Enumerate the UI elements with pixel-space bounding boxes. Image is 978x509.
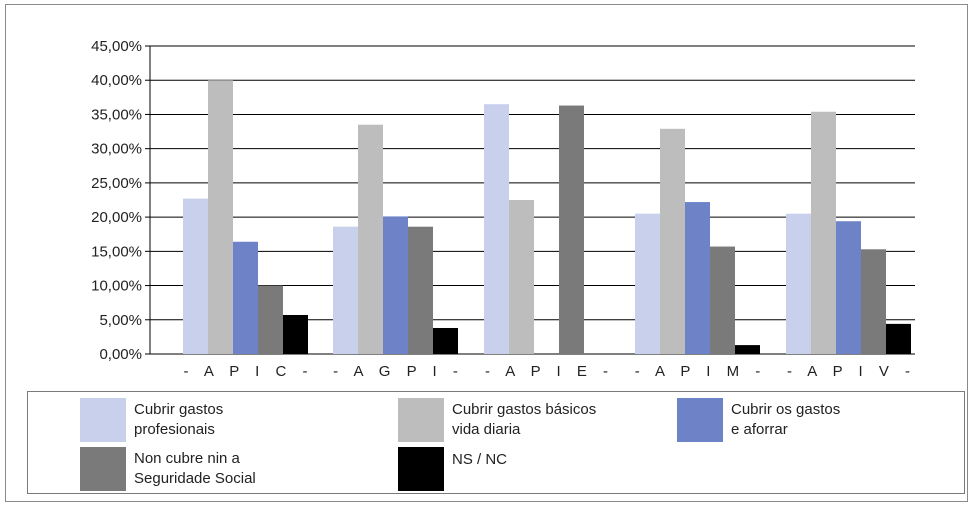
- y-tick-label: 35,00%: [91, 106, 142, 123]
- y-tick-label: 45,00%: [91, 38, 142, 55]
- legend-swatch: [398, 447, 444, 491]
- y-axis-ticks: 0,00% 5,00% 10,00% 15,00% 20,00% 25,00% 30,00%…: [91, 38, 142, 363]
- bar: [886, 323, 911, 354]
- x-category-label: - A P I C -: [184, 363, 314, 380]
- legend-label: Cubrir gastos profesionais: [134, 400, 334, 440]
- legend-label: Non cubre nin a Seguridade Social: [134, 449, 334, 489]
- y-tick-label: 0,00%: [99, 346, 142, 363]
- y-tick-label: 20,00%: [91, 209, 142, 226]
- bar: [635, 213, 660, 354]
- x-category-label: - A G P I -: [333, 363, 464, 380]
- y-tick-label: 25,00%: [91, 175, 142, 192]
- bar: [358, 124, 383, 354]
- legend-label: NS / NC: [452, 450, 652, 470]
- bar: [811, 111, 836, 354]
- legend-label-line2: e aforrar: [731, 421, 788, 438]
- bar: [208, 80, 233, 354]
- bar: [408, 226, 433, 354]
- bar: [685, 202, 710, 354]
- legend-label-line2: profesionais: [134, 421, 215, 438]
- legend-label: Cubrir os gastos e aforrar: [731, 400, 931, 440]
- y-tick-label: 30,00%: [91, 141, 142, 158]
- x-category-label: - A P I M -: [635, 363, 767, 380]
- bar: [735, 345, 760, 354]
- legend-item-nsnc: NS / NC: [398, 447, 652, 491]
- legend: Cubrir gastos profesionais Cubrir gastos…: [27, 391, 965, 494]
- legend-label-line1: Non cubre nin a: [134, 450, 240, 467]
- legend-label-line2: Seguridade Social: [134, 470, 256, 487]
- legend-item-aforrar: Cubrir os gastos e aforrar: [677, 398, 931, 442]
- bar: [258, 285, 283, 354]
- legend-label-line1: Cubrir gastos básicos: [452, 401, 597, 418]
- legend-swatch: [80, 447, 126, 491]
- legend-item-basicos: Cubrir gastos básicos vida diaria: [398, 398, 652, 442]
- bar: [786, 213, 811, 354]
- bar: [183, 198, 208, 354]
- legend-swatch: [677, 398, 723, 442]
- legend-item-seguridade: Non cubre nin a Seguridade Social: [80, 447, 334, 491]
- bar: [383, 216, 408, 354]
- bar: [836, 221, 861, 354]
- bar: [484, 104, 509, 354]
- x-category-label: - A P I E -: [485, 363, 614, 380]
- bar-chart: 0,00% 5,00% 10,00% 15,00% 20,00% 25,00% 30,00%…: [91, 38, 916, 380]
- bar: [710, 246, 735, 354]
- bar: [433, 327, 458, 354]
- legend-label-line2: vida diaria: [452, 421, 521, 438]
- bars: [183, 80, 911, 355]
- x-axis-categories: - A P I C -- A G P I -- A P I E -- A P I…: [184, 363, 916, 380]
- x-category-label: - A P I V -: [787, 363, 916, 380]
- bar: [559, 105, 584, 355]
- legend-item-profesionais: Cubrir gastos profesionais: [80, 398, 334, 442]
- bar: [333, 226, 358, 354]
- y-tick-label: 15,00%: [91, 243, 142, 260]
- bar: [283, 314, 308, 354]
- legend-label-line1: NS / NC: [452, 451, 508, 468]
- y-tick-label: 40,00%: [91, 72, 142, 89]
- legend-label: Cubrir gastos básicos vida diaria: [452, 400, 652, 440]
- bar: [233, 241, 258, 354]
- bar: [861, 249, 886, 354]
- bar: [660, 128, 685, 354]
- y-tick-label: 5,00%: [99, 312, 142, 329]
- y-tick-label: 10,00%: [91, 278, 142, 295]
- legend-swatch: [80, 398, 126, 442]
- bar: [509, 200, 534, 354]
- legend-label-line1: Cubrir os gastos: [731, 401, 841, 418]
- legend-swatch: [398, 398, 444, 442]
- legend-label-line1: Cubrir gastos: [134, 401, 224, 418]
